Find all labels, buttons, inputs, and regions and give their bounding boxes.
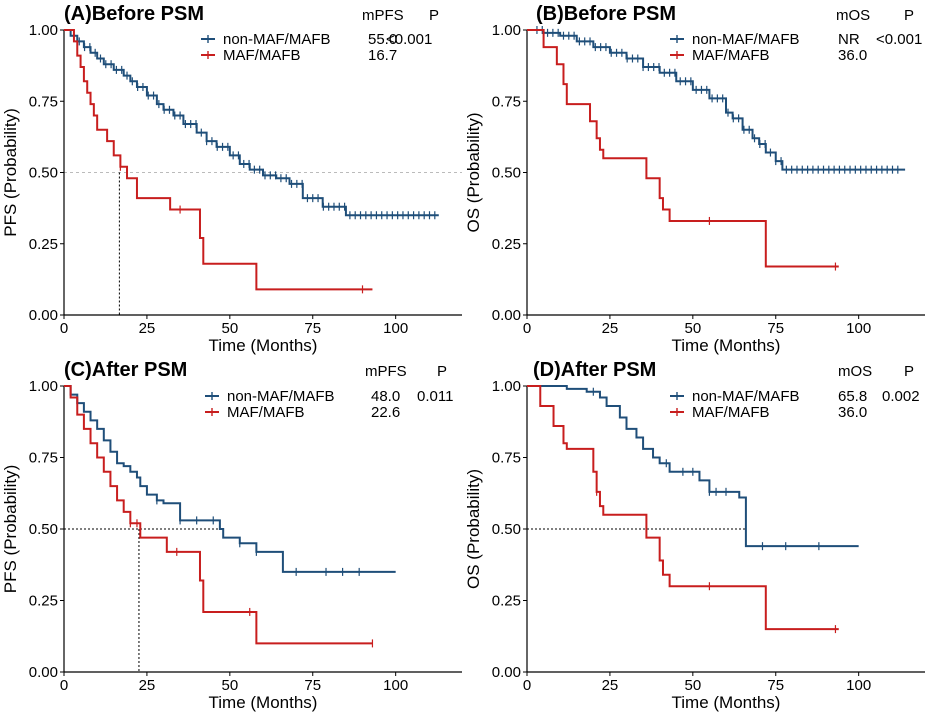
x-tick-label: 75 bbox=[304, 320, 321, 337]
y-tick-label: 1.00 bbox=[29, 378, 58, 395]
y-tick-label: 0.50 bbox=[492, 521, 521, 538]
legend-p-value: <0.001 bbox=[876, 31, 922, 48]
y-tick-label: 0.75 bbox=[29, 450, 58, 467]
x-tick-label: 25 bbox=[602, 320, 619, 337]
panel-title: (B)Before PSM bbox=[536, 3, 676, 25]
legend-label: non-MAF/MAFB bbox=[692, 31, 800, 48]
y-tick-label: 0.75 bbox=[29, 93, 58, 110]
p-header: P bbox=[429, 7, 439, 24]
panel-title: (C)After PSM bbox=[64, 359, 187, 381]
y-tick-label: 0.75 bbox=[492, 450, 521, 467]
x-tick-label: 50 bbox=[684, 677, 701, 694]
survival-curve bbox=[64, 385, 373, 645]
panel-title: (A)Before PSM bbox=[64, 3, 204, 25]
x-tick-label: 0 bbox=[523, 677, 531, 694]
legend-label: MAF/MAFB bbox=[692, 47, 770, 64]
x-tick-label: 50 bbox=[684, 320, 701, 337]
legend-label: MAF/MAFB bbox=[223, 47, 301, 64]
series-non-maf-mafb bbox=[527, 26, 906, 174]
series-maf-mafb bbox=[527, 29, 839, 271]
survival-curve bbox=[527, 29, 839, 268]
legend-label: non-MAF/MAFB bbox=[227, 388, 335, 405]
y-axis-label: PFS (Probability) bbox=[1, 108, 20, 236]
x-tick-label: 75 bbox=[304, 677, 321, 694]
y-tick-label: 0.00 bbox=[29, 307, 58, 324]
y-tick-label: 0.50 bbox=[29, 165, 58, 182]
x-tick-label: 25 bbox=[602, 677, 619, 694]
panel-a: (A)Before PSM mPFS P 0 25 50 75 100 0.00 0.25 0.50… bbox=[1, 3, 462, 355]
y-tick-label: 0.00 bbox=[492, 664, 521, 681]
x-tick-label: 75 bbox=[767, 677, 784, 694]
series-non-maf-mafb bbox=[64, 29, 439, 220]
panel-c: (C)After PSM mPFS P 0 25 50 75 100 0.00 0.25 0.50 0… bbox=[1, 359, 462, 712]
x-tick-label: 25 bbox=[139, 677, 156, 694]
median-header: mPFS bbox=[365, 363, 407, 380]
y-tick-label: 0.25 bbox=[492, 593, 521, 610]
y-tick-label: 0.75 bbox=[492, 93, 521, 110]
median-header: mPFS bbox=[362, 7, 404, 24]
legend-label: non-MAF/MAFB bbox=[692, 388, 800, 405]
legend-median-value: 36.0 bbox=[838, 47, 867, 64]
series-non-maf-mafb bbox=[527, 385, 859, 551]
x-tick-label: 50 bbox=[221, 320, 238, 337]
x-tick-label: 100 bbox=[383, 677, 408, 694]
legend-median-value: NR bbox=[838, 31, 860, 48]
survival-curve bbox=[64, 29, 373, 291]
y-tick-label: 0.00 bbox=[492, 307, 521, 324]
x-tick-label: 0 bbox=[60, 677, 68, 694]
y-tick-label: 0.25 bbox=[29, 593, 58, 610]
legend-median-value: 48.0 bbox=[371, 388, 400, 405]
y-tick-label: 0.00 bbox=[29, 664, 58, 681]
panel-d: (D)After PSM mOS P 0 25 50 75 100 0.00 0.25 0.50 0.… bbox=[464, 359, 925, 712]
y-tick-label: 0.25 bbox=[29, 236, 58, 253]
x-tick-label: 100 bbox=[383, 320, 408, 337]
x-axis-label: Time (Months) bbox=[209, 336, 318, 355]
panel-title: (D)After PSM bbox=[533, 359, 656, 381]
x-tick-label: 50 bbox=[221, 677, 238, 694]
panel-b: (B)Before PSM mOS P 0 25 50 75 100 0.00 0.25 0.50 0… bbox=[464, 3, 925, 355]
x-axis-label: Time (Months) bbox=[209, 693, 318, 712]
series-maf-mafb bbox=[64, 29, 373, 294]
median-header: mOS bbox=[838, 363, 872, 380]
legend-median-value: 36.0 bbox=[838, 404, 867, 421]
legend-p-value: 0.011 bbox=[417, 388, 453, 405]
legend-label: MAF/MAFB bbox=[692, 404, 770, 421]
legend-median-value: 55.0 bbox=[368, 31, 397, 48]
legend-median-value: 65.8 bbox=[838, 388, 867, 405]
x-tick-label: 0 bbox=[523, 320, 531, 337]
x-tick-label: 100 bbox=[846, 677, 871, 694]
y-axis-label: OS (Probability) bbox=[464, 113, 483, 233]
x-axis-label: Time (Months) bbox=[672, 693, 781, 712]
legend-median-value: 16.7 bbox=[368, 47, 397, 64]
x-axis-label: Time (Months) bbox=[672, 336, 781, 355]
x-tick-label: 100 bbox=[846, 320, 871, 337]
series-maf-mafb bbox=[527, 385, 839, 634]
y-tick-label: 1.00 bbox=[492, 22, 521, 39]
survival-curve bbox=[64, 29, 439, 217]
y-axis-label: PFS (Probability) bbox=[1, 465, 20, 593]
legend-median-value: 22.6 bbox=[371, 404, 400, 421]
legend-label: non-MAF/MAFB bbox=[223, 31, 331, 48]
x-tick-label: 25 bbox=[139, 320, 156, 337]
y-axis-label: OS (Probability) bbox=[464, 469, 483, 589]
survival-curve bbox=[64, 385, 396, 573]
legend-label: MAF/MAFB bbox=[227, 404, 305, 421]
survival-curve bbox=[527, 385, 839, 631]
y-tick-label: 1.00 bbox=[29, 22, 58, 39]
median-header: mOS bbox=[836, 7, 870, 24]
p-header: P bbox=[904, 7, 914, 24]
x-tick-label: 75 bbox=[767, 320, 784, 337]
y-tick-label: 1.00 bbox=[492, 378, 521, 395]
p-header: P bbox=[437, 363, 447, 380]
y-tick-label: 0.50 bbox=[492, 165, 521, 182]
series-non-maf-mafb bbox=[64, 385, 396, 576]
y-tick-label: 0.50 bbox=[29, 521, 58, 538]
p-header: P bbox=[904, 363, 914, 380]
series-maf-mafb bbox=[64, 385, 374, 648]
x-tick-label: 0 bbox=[60, 320, 68, 337]
legend-p-value: <0.001 bbox=[386, 31, 432, 48]
y-tick-label: 0.25 bbox=[492, 236, 521, 253]
legend-p-value: 0.002 bbox=[882, 388, 920, 405]
